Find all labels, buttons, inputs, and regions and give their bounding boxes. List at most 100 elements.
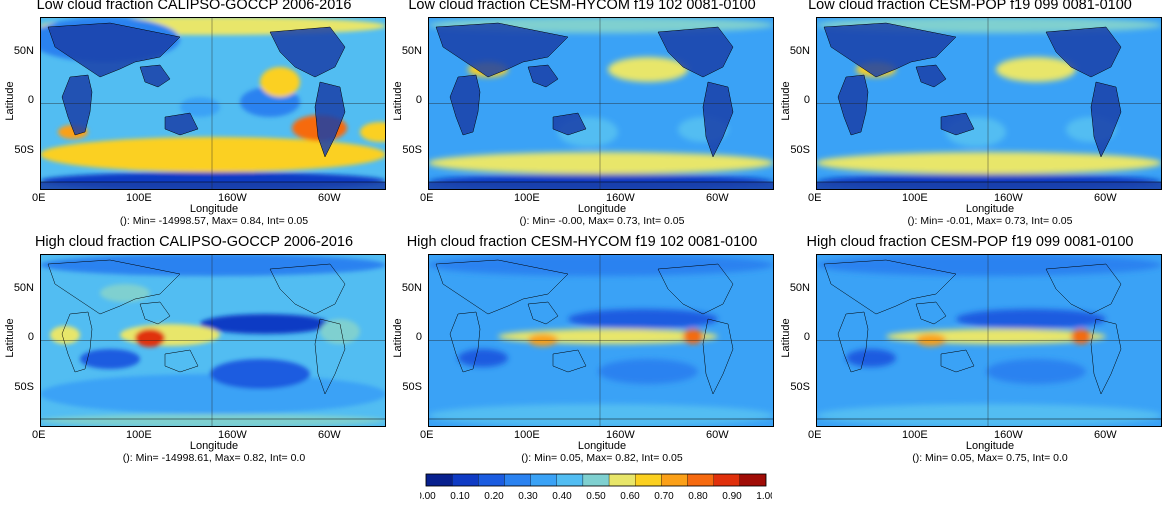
- map-plot-area: [40, 254, 386, 427]
- colorbar-tick-label: 0.40: [552, 491, 572, 502]
- map-plot-area: [428, 17, 774, 190]
- x-tick-label: 60W: [706, 429, 729, 441]
- map-plot-area: [40, 17, 386, 190]
- y-tick-label: 50S: [14, 144, 34, 156]
- map-panel-high-calipso: High cloud fraction CALIPSO-GOCCP 2006-2…: [0, 234, 388, 470]
- colorbar-tick-label: 0.90: [722, 491, 742, 502]
- panel-stats: (): Min= -0.01, Max= 0.73, Int= 0.05: [907, 215, 1073, 227]
- x-tick-label: 160W: [994, 429, 1023, 441]
- x-axis-label: Longitude: [577, 440, 627, 452]
- panel-stats: (): Min= -0.00, Max= 0.73, Int= 0.05: [519, 215, 685, 227]
- x-tick-label: 60W: [318, 192, 341, 204]
- colorbar-tick-label: 0.80: [688, 491, 708, 502]
- colorbar-swatch: [478, 473, 505, 487]
- x-tick-label: 0E: [32, 429, 46, 441]
- x-tick-label: 100E: [126, 429, 152, 441]
- colorbar-tick-label: 0.10: [450, 491, 470, 502]
- x-tick-label: 100E: [902, 192, 928, 204]
- map-panel-low-calipso: Low cloud fraction CALIPSO-GOCCP 2006-20…: [0, 0, 388, 233]
- y-tick-label: 50N: [789, 282, 810, 294]
- x-axis-label: Longitude: [577, 203, 627, 215]
- map-plot-area: [816, 17, 1162, 190]
- colorbar-tick-label: 0.60: [620, 491, 640, 502]
- colorbar-tick-label: 1.00: [756, 491, 772, 502]
- map-heatmap: [428, 17, 774, 190]
- map-panel-low-pop: Low cloud fraction CESM-POP f19 099 0081…: [776, 0, 1164, 233]
- x-tick-label: 100E: [126, 192, 152, 204]
- x-tick-label: 0E: [32, 192, 46, 204]
- panel-stats: (): Min= -14998.57, Max= 0.84, Int= 0.05: [119, 215, 309, 227]
- y-tick-label: 50S: [14, 381, 34, 393]
- y-tick-label: 50S: [790, 381, 810, 393]
- x-tick-label: 0E: [808, 192, 822, 204]
- map-plot-area: [816, 254, 1162, 427]
- x-tick-label: 160W: [606, 192, 635, 204]
- x-tick-label: 60W: [1094, 429, 1117, 441]
- panel-title: High cloud fraction CALIPSO-GOCCP 2006-2…: [34, 234, 354, 250]
- x-tick-label: 0E: [420, 192, 434, 204]
- map-panel-low-hycom: Low cloud fraction CESM-HYCOM f19 102 00…: [388, 0, 776, 233]
- colorbar-swatch: [635, 473, 662, 487]
- colorbar-swatch: [713, 473, 740, 487]
- y-tick-label: 0: [27, 94, 34, 106]
- map-heatmap: [816, 254, 1162, 427]
- x-tick-label: 100E: [514, 429, 540, 441]
- map-heatmap: [816, 17, 1162, 190]
- colorbar-tick-label: 0.70: [654, 491, 674, 502]
- y-tick-label: 0: [803, 94, 810, 106]
- map-heatmap: [428, 254, 774, 427]
- colorbar-tick-label: 0.30: [518, 491, 538, 502]
- x-tick-label: 60W: [1094, 192, 1117, 204]
- x-axis-label: Longitude: [965, 440, 1015, 452]
- y-tick-label: 50N: [789, 45, 810, 57]
- panel-stats: (): Min= -14998.61, Max= 0.82, Int= 0.0: [122, 452, 306, 464]
- colorbar-swatch: [504, 473, 531, 487]
- x-tick-label: 160W: [218, 192, 247, 204]
- panel-title: Low cloud fraction CESM-POP f19 099 0081…: [808, 0, 1132, 13]
- colorbar-swatch: [739, 473, 767, 487]
- x-tick-label: 100E: [514, 192, 540, 204]
- x-axis-label: Longitude: [965, 203, 1015, 215]
- colorbar-swatch: [608, 473, 636, 487]
- colorbar-swatch: [582, 473, 610, 487]
- y-tick-label: 0: [27, 331, 34, 343]
- x-tick-label: 160W: [218, 429, 247, 441]
- colorbar-swatch: [661, 473, 688, 487]
- x-tick-label: 60W: [706, 192, 729, 204]
- map-panel-high-pop: High cloud fraction CESM-POP f19 099 008…: [776, 234, 1164, 470]
- y-tick-label: 50N: [13, 282, 34, 294]
- y-tick-label: 50N: [13, 45, 34, 57]
- x-axis-label: Longitude: [189, 203, 239, 215]
- panel-title: High cloud fraction CESM-POP f19 099 008…: [806, 234, 1134, 250]
- y-tick-label: 50S: [790, 144, 810, 156]
- y-tick-label: 50S: [402, 381, 422, 393]
- map-plot-area: [428, 254, 774, 427]
- colorbar-tick-label: 0.50: [586, 491, 606, 502]
- map-heatmap: [40, 254, 386, 427]
- y-tick-label: 0: [415, 94, 422, 106]
- colorbar-tick-label: 0.00: [420, 491, 436, 502]
- y-tick-label: 50S: [402, 144, 422, 156]
- x-tick-label: 100E: [902, 429, 928, 441]
- map-panel-high-hycom: High cloud fraction CESM-HYCOM f19 102 0…: [388, 234, 776, 470]
- colorbar-swatch: [687, 473, 714, 487]
- y-tick-label: 50N: [401, 282, 422, 294]
- colorbar-swatch: [452, 473, 479, 487]
- x-tick-label: 0E: [420, 429, 434, 441]
- panel-title: Low cloud fraction CESM-HYCOM f19 102 00…: [408, 0, 756, 13]
- y-tick-label: 50N: [401, 45, 422, 57]
- y-tick-label: 0: [415, 331, 422, 343]
- panel-stats: (): Min= 0.05, Max= 0.82, Int= 0.05: [521, 452, 683, 464]
- x-tick-label: 0E: [808, 429, 822, 441]
- panel-title: Low cloud fraction CALIPSO-GOCCP 2006-20…: [36, 0, 352, 13]
- panel-title: High cloud fraction CESM-HYCOM f19 102 0…: [406, 234, 758, 250]
- colorbar-swatch: [425, 473, 453, 487]
- map-heatmap: [40, 17, 386, 190]
- colorbar: 0.00 0.10 0.20 0.30 0.40 0.50 0.60 0.70 0.80 0.90…: [416, 472, 776, 506]
- y-tick-label: 0: [803, 331, 810, 343]
- x-tick-label: 160W: [994, 192, 1023, 204]
- x-axis-label: Longitude: [189, 440, 239, 452]
- colorbar-swatch: [530, 473, 557, 487]
- colorbar-swatch: [556, 473, 584, 487]
- colorbar-graphic: 0.00 0.10 0.20 0.30 0.40 0.50 0.60 0.70 0.80 0.90…: [416, 473, 776, 502]
